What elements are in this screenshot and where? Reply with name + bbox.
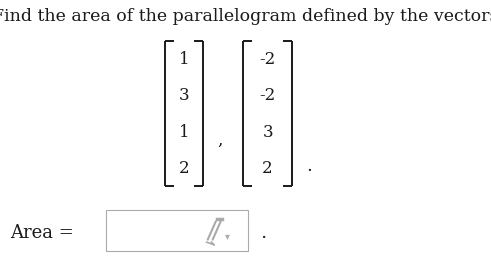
- Text: Find the area of the parallelogram defined by the vectors: Find the area of the parallelogram defin…: [0, 8, 491, 25]
- Text: 2: 2: [179, 160, 190, 177]
- Text: .: .: [260, 224, 267, 242]
- Text: ,: ,: [218, 131, 223, 148]
- Text: 1: 1: [179, 51, 190, 68]
- Text: -2: -2: [259, 51, 276, 68]
- FancyBboxPatch shape: [106, 210, 248, 251]
- Text: .: .: [306, 157, 312, 175]
- Text: Area =: Area =: [10, 224, 80, 242]
- Text: 3: 3: [179, 87, 190, 104]
- Text: 1: 1: [179, 124, 190, 141]
- Text: 2: 2: [262, 160, 273, 177]
- Text: 3: 3: [262, 124, 273, 141]
- Text: ▾: ▾: [225, 231, 230, 241]
- Text: -2: -2: [259, 87, 276, 104]
